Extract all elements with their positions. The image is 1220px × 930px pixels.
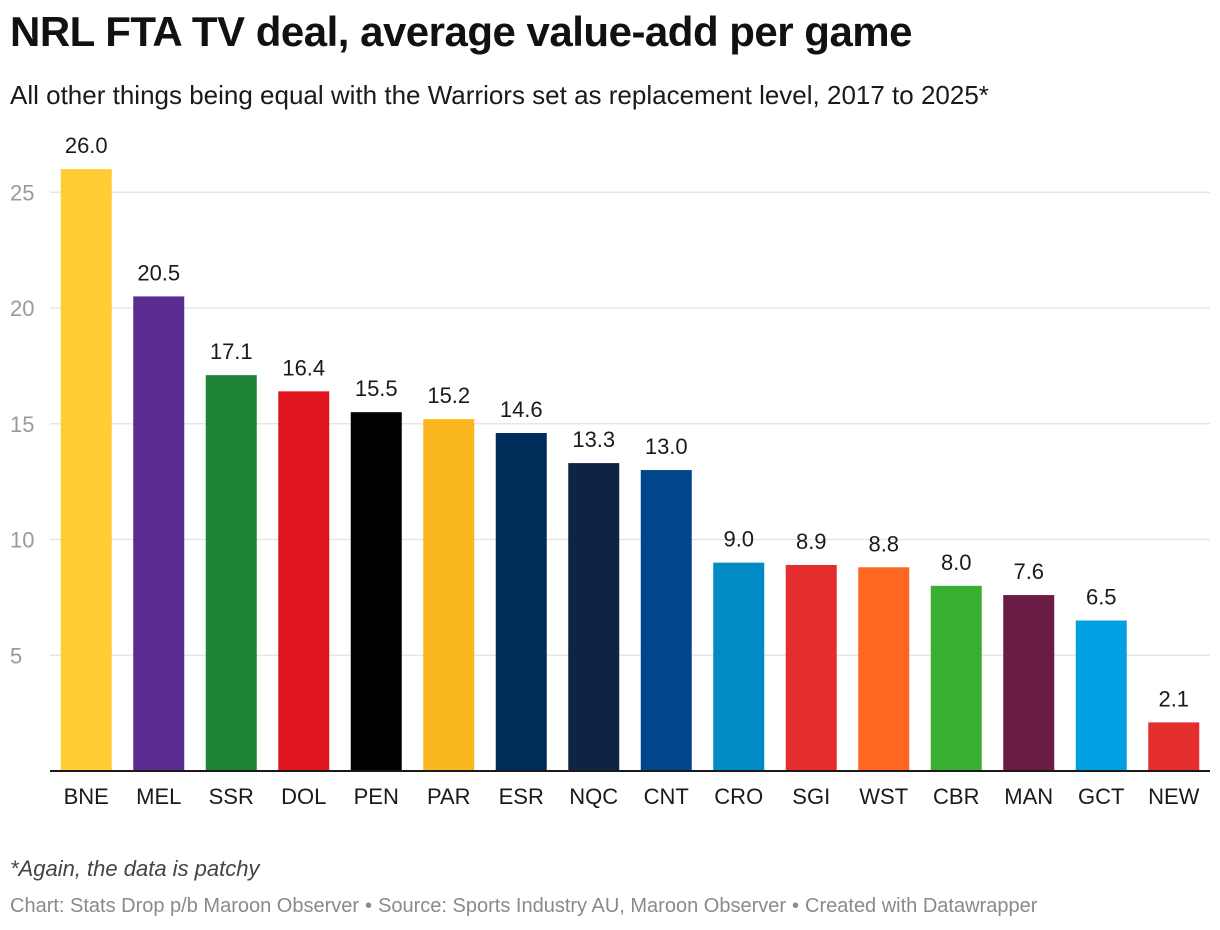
chart-subtitle: All other things being equal with the Wa… bbox=[10, 80, 989, 110]
value-label: 15.2 bbox=[427, 383, 470, 408]
bar-pen bbox=[350, 412, 402, 771]
credit-source: Source: Sports Industry AU, Maroon Obser… bbox=[378, 895, 787, 917]
x-tick-label: PEN bbox=[354, 784, 399, 809]
bar-gct bbox=[1075, 620, 1127, 771]
x-tick-label: WST bbox=[859, 784, 908, 809]
x-tick-label: NQC bbox=[569, 784, 618, 809]
bar-par bbox=[423, 419, 475, 771]
bar-cnt bbox=[640, 470, 692, 771]
value-label: 8.0 bbox=[941, 550, 972, 575]
credit-separator: • bbox=[792, 895, 800, 917]
y-tick-label: 15 bbox=[10, 412, 34, 437]
bar-cro bbox=[713, 562, 765, 771]
x-tick-label: CNT bbox=[644, 784, 689, 809]
bar-dol bbox=[278, 391, 330, 771]
value-label: 26.0 bbox=[65, 133, 108, 158]
bar-chart-svg: 26.0 20.5 17.1 16.4 15.5 15.2 14.6 13.3 13.0 9.0 8… bbox=[10, 133, 1210, 809]
x-tick-label: CRO bbox=[714, 784, 763, 809]
x-tick-label: PAR bbox=[427, 784, 471, 809]
value-labels: 26.0 20.5 17.1 16.4 15.5 15.2 14.6 13.3 13.0 9.0 8… bbox=[65, 133, 1189, 711]
value-label: 13.3 bbox=[572, 427, 615, 452]
bars bbox=[60, 169, 1200, 772]
y-tick-label: 25 bbox=[10, 180, 34, 205]
bar-nqc bbox=[568, 463, 620, 771]
credits: Chart: Stats Drop p/b Maroon Observer • So… bbox=[10, 895, 1037, 918]
x-tick-label: GCT bbox=[1078, 784, 1124, 809]
bar-bne bbox=[60, 169, 112, 772]
value-label: 8.9 bbox=[796, 529, 827, 554]
x-tick-label: MAN bbox=[1004, 784, 1053, 809]
value-label: 13.0 bbox=[645, 434, 688, 459]
value-label: 7.6 bbox=[1013, 559, 1044, 584]
y-tick-label: 10 bbox=[10, 528, 34, 553]
credit-chart: Chart: Stats Drop p/b Maroon Observer bbox=[10, 895, 360, 917]
value-label: 9.0 bbox=[723, 527, 754, 552]
bar-esr bbox=[495, 433, 547, 771]
x-tick-label: NEW bbox=[1148, 784, 1200, 809]
value-label: 6.5 bbox=[1086, 585, 1117, 610]
value-label: 2.1 bbox=[1158, 686, 1189, 711]
value-label: 17.1 bbox=[210, 339, 253, 364]
x-tick-label: SGI bbox=[792, 784, 830, 809]
value-label: 14.6 bbox=[500, 397, 543, 422]
x-tick-label: SSR bbox=[209, 784, 254, 809]
credit-tool: Created with Datawrapper bbox=[805, 895, 1038, 917]
bar-chart: 26.0 20.5 17.1 16.4 15.5 15.2 14.6 13.3 13.0 9.0 8… bbox=[0, 120, 1220, 820]
bar-sgi bbox=[785, 564, 837, 771]
bar-wst bbox=[858, 567, 910, 771]
bar-new bbox=[1148, 722, 1200, 771]
y-tick-label: 5 bbox=[10, 643, 22, 668]
value-label: 8.8 bbox=[868, 531, 899, 556]
bar-ssr bbox=[205, 375, 257, 771]
chart-title: NRL FTA TV deal, average value-add per g… bbox=[10, 8, 913, 55]
bar-cbr bbox=[930, 585, 982, 771]
x-tick-label: CBR bbox=[933, 784, 979, 809]
credit-separator: • bbox=[365, 895, 373, 917]
value-label: 15.5 bbox=[355, 376, 398, 401]
x-tick-label: MEL bbox=[136, 784, 181, 809]
footnote: *Again, the data is patchy bbox=[10, 856, 260, 881]
x-axis-ticks: BNE MEL SSR DOL PEN PAR ESR NQC CNT CRO SGI WST CBR M… bbox=[64, 784, 1200, 809]
bar-man bbox=[1003, 595, 1055, 771]
x-tick-label: ESR bbox=[499, 784, 544, 809]
x-tick-label: BNE bbox=[64, 784, 109, 809]
x-tick-label: DOL bbox=[281, 784, 326, 809]
y-axis-ticks: 5 10 15 20 25 bbox=[10, 180, 34, 668]
value-label: 16.4 bbox=[282, 355, 325, 380]
value-label: 20.5 bbox=[137, 260, 180, 285]
bar-mel bbox=[133, 296, 185, 771]
y-tick-label: 20 bbox=[10, 296, 34, 321]
